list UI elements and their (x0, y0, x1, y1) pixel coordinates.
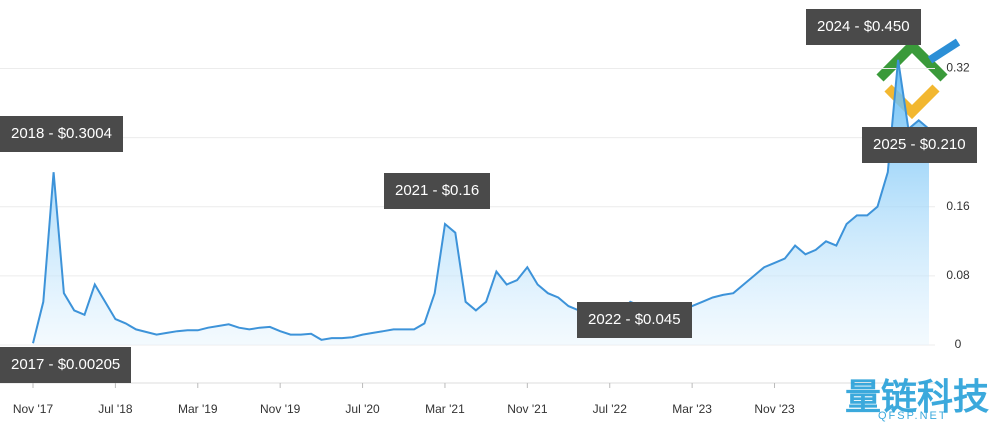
logo (876, 38, 961, 120)
logo-part (927, 38, 961, 64)
annotation: 2017 - $0.00205 (0, 347, 132, 383)
annotation: 2025 - $0.210 (862, 127, 977, 163)
annotation: 2021 - $0.16 (384, 173, 491, 209)
x-tick-label: Nov '21 (507, 402, 548, 416)
x-tick-label: Mar '23 (672, 402, 712, 416)
x-tick-label: Mar '19 (178, 402, 218, 416)
line (32, 59, 930, 344)
watermark-url: QFSP.NET (878, 410, 948, 422)
x-tick-label: Mar '21 (425, 402, 465, 416)
annotation: 2018 - $0.3004 (0, 116, 123, 152)
watermark-title: 量链科技 (845, 376, 990, 417)
x-tick-label: Jul '22 (593, 402, 628, 416)
y-tick-label: 0.32 (946, 61, 970, 75)
logo-part (876, 38, 948, 82)
x-tick-label: Jul '18 (98, 402, 133, 416)
x-tick-label: Nov '23 (754, 402, 795, 416)
area (33, 59, 929, 346)
x-tick-label: Nov '17 (13, 402, 54, 416)
x-tick-label: Nov '19 (260, 402, 301, 416)
annotation: 2024 - $0.450 (806, 9, 921, 45)
y-tick-label: 0.08 (946, 268, 970, 282)
x-tick-label: Jul '20 (345, 402, 380, 416)
y-tick-label: 0 (955, 337, 962, 351)
annotation: 2022 - $0.045 (577, 302, 692, 338)
y-tick-label: 0.16 (946, 199, 970, 213)
